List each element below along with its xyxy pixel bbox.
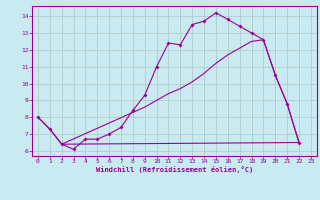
X-axis label: Windchill (Refroidissement éolien,°C): Windchill (Refroidissement éolien,°C)	[96, 166, 253, 173]
